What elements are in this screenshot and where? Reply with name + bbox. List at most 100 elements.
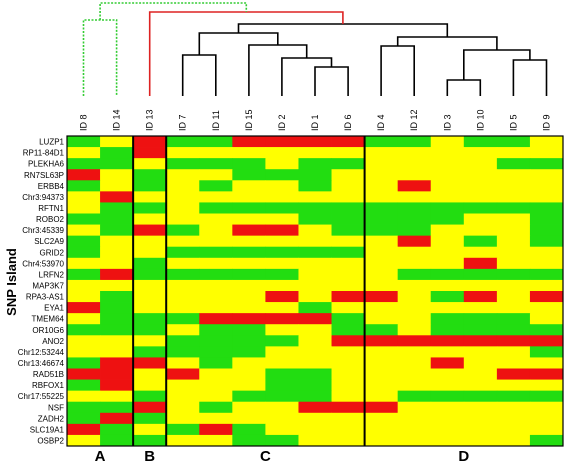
heatmap-cell <box>397 357 432 369</box>
heatmap-cell <box>397 423 432 436</box>
heatmap-cell <box>529 268 564 281</box>
heatmap-cell <box>232 180 266 192</box>
heatmap-cell <box>166 246 200 259</box>
heatmap-cell <box>100 213 134 225</box>
heatmap-cell <box>166 313 200 325</box>
heatmap-cell <box>166 368 200 380</box>
heatmap-cell <box>430 302 465 314</box>
heatmap-cell <box>364 346 399 358</box>
heatmap-cell <box>331 257 365 270</box>
heatmap-cell <box>133 147 167 159</box>
heatmap-cell <box>232 357 266 369</box>
row-label: NSF <box>48 403 64 412</box>
group-label: C <box>260 448 271 463</box>
heatmap-cell <box>67 434 101 447</box>
heatmap-cell <box>430 246 465 259</box>
heatmap-cell <box>529 412 564 425</box>
row-label: RBFOX1 <box>32 381 65 390</box>
heatmap-cell <box>133 357 167 369</box>
heatmap-cell <box>397 313 432 325</box>
heatmap-cell <box>529 136 564 148</box>
heatmap-cell <box>529 257 564 270</box>
heatmap-cell <box>331 434 365 447</box>
heatmap-cell <box>265 158 299 170</box>
heatmap-cell <box>133 335 167 347</box>
heatmap-cell <box>232 434 266 447</box>
column-label: ID 15 <box>244 109 254 131</box>
heatmap-cell <box>331 279 365 292</box>
heatmap-cell <box>67 324 101 336</box>
heatmap-cell <box>265 346 299 358</box>
heatmap-cell <box>298 202 332 214</box>
heatmap-cell <box>232 412 266 425</box>
heatmap-cell <box>430 368 465 380</box>
heatmap-cell <box>364 191 399 203</box>
heatmap-cell <box>364 412 399 425</box>
heatmap-cell <box>463 401 498 414</box>
heatmap-cell <box>232 313 266 325</box>
heatmap-cell <box>199 302 233 314</box>
heatmap-cell <box>496 291 531 303</box>
heatmap-cell <box>298 191 332 203</box>
heatmap-cell <box>133 158 167 170</box>
heatmap-cell <box>265 180 299 192</box>
heatmap-cell <box>265 335 299 347</box>
heatmap-cell <box>331 268 365 281</box>
row-label: RP11-84D1 <box>23 149 65 158</box>
heatmap-cell <box>331 136 365 148</box>
heatmap-cell <box>265 268 299 281</box>
heatmap-cell <box>199 423 233 436</box>
heatmap-cell <box>397 279 432 292</box>
heatmap-cell <box>232 324 266 336</box>
heatmap-cell <box>529 213 564 225</box>
heatmap-cell <box>463 335 498 347</box>
heatmap-cell <box>100 136 134 148</box>
heatmap-cell <box>199 180 233 192</box>
heatmap-cell <box>496 257 531 270</box>
heatmap-cell <box>397 213 432 225</box>
heatmap-cell <box>298 180 332 192</box>
heatmap-cell <box>133 346 167 358</box>
heatmap-cell <box>67 158 101 170</box>
heatmap-cell <box>496 136 531 148</box>
heatmap-cell <box>298 291 332 303</box>
heatmap-cell <box>100 368 134 380</box>
heatmap-cell <box>331 379 365 392</box>
heatmap-cell <box>298 224 332 237</box>
heatmap-cell <box>166 136 200 148</box>
heatmap-cell <box>199 368 233 380</box>
heatmap-cell <box>166 147 200 159</box>
group-dividers <box>66 135 564 447</box>
heatmap-cell <box>298 235 332 248</box>
heatmap-cell <box>331 213 365 225</box>
heatmap-cell <box>397 246 432 259</box>
heatmap-cell <box>265 191 299 203</box>
heatmap-cell <box>397 235 432 248</box>
heatmap-cell <box>397 434 432 447</box>
heatmap-cell <box>265 302 299 314</box>
dendrogram-link <box>237 23 449 37</box>
heatmap-cell <box>430 390 465 403</box>
heatmap-cell <box>100 158 134 170</box>
heatmap-cell <box>364 147 399 159</box>
heatmap-cell <box>364 158 399 170</box>
heatmap-cell <box>430 213 465 225</box>
heatmap-cell <box>67 224 101 237</box>
heatmap-cell <box>232 423 266 436</box>
heatmap-cell <box>265 313 299 325</box>
heatmap-cell <box>298 335 332 347</box>
heatmap-cell <box>133 423 167 436</box>
heatmap-cell <box>496 346 531 358</box>
heatmap-cell <box>133 390 167 403</box>
heatmap-cell <box>67 279 101 292</box>
heatmap-cell <box>67 313 101 325</box>
heatmap-cell <box>298 136 332 148</box>
heatmap-cell <box>496 191 531 203</box>
heatmap-cell <box>298 279 332 292</box>
group-labels: A B C D <box>95 448 470 463</box>
heatmap-cell <box>166 191 200 203</box>
heatmap-cell <box>67 412 101 425</box>
heatmap-cell <box>463 423 498 436</box>
column-label: ID 11 <box>211 110 221 131</box>
